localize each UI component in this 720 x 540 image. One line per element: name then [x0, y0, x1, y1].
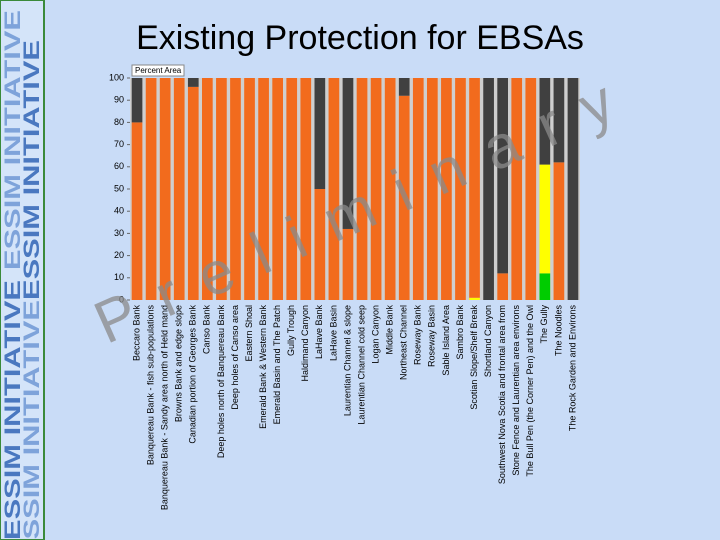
- x-tick-label: Laurentian Channel & slope: [342, 305, 352, 416]
- bar-segment: [159, 78, 171, 300]
- bar-segment: [398, 95, 410, 300]
- bar-segment: [230, 78, 241, 300]
- branding: ESSIM INITIATIVE: [19, 40, 44, 300]
- x-tick-label: The Rock Garden and Environs: [567, 305, 577, 432]
- bar-segment: [145, 78, 157, 300]
- bar-segment: [314, 78, 326, 189]
- bar-segment: [187, 78, 199, 87]
- y-tick-label: 40: [114, 206, 124, 216]
- x-tick-label: Gully Trough: [286, 305, 296, 356]
- legend-title: Percent Area: [135, 66, 182, 75]
- bar-segment: [539, 164, 551, 274]
- side-strip: [0, 0, 45, 540]
- x-tick-label: The Gully: [539, 305, 549, 344]
- bar-segment: [314, 189, 326, 300]
- branding: ESSIM INITIATIVE: [0, 10, 25, 270]
- branding: ESSIM INITIATIVE: [19, 300, 44, 540]
- y-tick-label: 90: [114, 95, 124, 105]
- x-tick-label: Sable Island Area: [441, 305, 451, 376]
- x-tick-label: Banquereau Bank - fish sub-populations: [145, 305, 155, 466]
- x-tick-label: LaHave Bank: [314, 305, 324, 360]
- bar-segment: [342, 78, 354, 229]
- x-tick-label: Logan Canyon: [370, 305, 380, 364]
- x-tick-label: Banquereau Bank - Sandy area north of He…: [160, 305, 170, 510]
- bar-segment: [441, 78, 452, 300]
- bar-segment: [483, 78, 494, 300]
- x-tick-label: Canadian portion of Georges Bank: [188, 305, 198, 444]
- bar-segment: [553, 78, 565, 163]
- y-tick-label: 0: [119, 294, 124, 304]
- x-tick-label: Sambro Bank: [455, 305, 465, 360]
- bar-segment: [202, 78, 213, 300]
- bar-segment: [258, 78, 269, 300]
- bar-segment: [553, 162, 565, 300]
- x-tick-label: Emerald Bank & Western Bank: [258, 305, 268, 429]
- bar-segment: [427, 78, 438, 300]
- bar-segment: [131, 78, 143, 123]
- y-tick-label: 80: [114, 117, 124, 127]
- bar-segment: [272, 78, 283, 300]
- bar-segment: [173, 78, 185, 300]
- bar-segment: [216, 78, 227, 300]
- bar-segment: [356, 78, 368, 300]
- x-tick-label: Northeast Channel: [399, 305, 409, 380]
- bar-segment: [370, 78, 382, 300]
- bar-segment: [244, 78, 255, 300]
- bar-segment: [286, 78, 298, 300]
- branding: ESSIM INITIATIVE: [0, 280, 25, 540]
- x-tick-label: Deep holes north of Banquereau Bank: [216, 305, 226, 459]
- y-tick-label: 50: [114, 183, 124, 193]
- x-tick-label: Eastern Shoal: [244, 305, 254, 362]
- y-tick-label: 20: [114, 250, 124, 260]
- bar-segment: [455, 78, 466, 300]
- y-tick-label: 30: [114, 228, 124, 238]
- title: Existing Protection for EBSAs: [136, 19, 584, 57]
- bar-segment: [384, 78, 396, 300]
- bar-segment: [539, 273, 551, 300]
- legend-box: [131, 64, 185, 77]
- x-tick-label: Middle Bank: [385, 305, 395, 355]
- x-tick-label: Emerald Basin and The Patch: [272, 305, 282, 424]
- x-tick-label: Scotian Slope/Shelf Break: [469, 305, 479, 410]
- y-tick-label: 70: [114, 139, 124, 149]
- bar-segment: [511, 78, 523, 300]
- y-tick-label: 60: [114, 161, 124, 171]
- bar-segment: [539, 78, 551, 165]
- bar-segment: [469, 297, 480, 300]
- bar-segment: [300, 78, 312, 300]
- bar-segment: [187, 86, 199, 300]
- x-tick-label: Browns Bank and edge slope: [174, 305, 184, 422]
- bar-segment: [412, 78, 424, 300]
- x-tick-label: Deep holes of Canso area: [230, 305, 240, 410]
- x-tick-label: Stone Fence and Laurentian area environs: [511, 305, 521, 476]
- bar-segment: [497, 273, 508, 300]
- y-tick-label: 100: [109, 72, 124, 82]
- bar-segment: [497, 78, 508, 274]
- bar-segment: [342, 228, 354, 300]
- x-tick-label: Shortland Canyon: [483, 305, 493, 377]
- x-tick-label: Canso Bank: [202, 305, 212, 355]
- bar-segment: [328, 78, 340, 300]
- x-tick-label: Haldimand Canyon: [300, 305, 310, 382]
- bar-segment: [525, 78, 537, 300]
- x-tick-label: Roseway Basin: [427, 305, 437, 367]
- x-tick-label: The Bull Pen (the Corner Pen) and the Ow…: [525, 305, 535, 477]
- x-tick-label: LaHave Basin: [328, 305, 338, 361]
- x-tick-label: The Noodles: [553, 305, 563, 357]
- x-tick-label: Beccaro Bank: [131, 305, 141, 362]
- x-tick-label: Southwest Nova Scotia and frontal area f…: [497, 305, 507, 484]
- bar-segment: [131, 122, 143, 301]
- bar-segment: [398, 78, 410, 96]
- bar-segment: [469, 78, 480, 298]
- x-tick-label: Roseway Bank: [413, 305, 423, 366]
- x-tick-label: Laurentian Channel cold seep: [356, 305, 366, 425]
- y-tick-label: 10: [114, 272, 124, 282]
- bar-segment: [567, 78, 579, 300]
